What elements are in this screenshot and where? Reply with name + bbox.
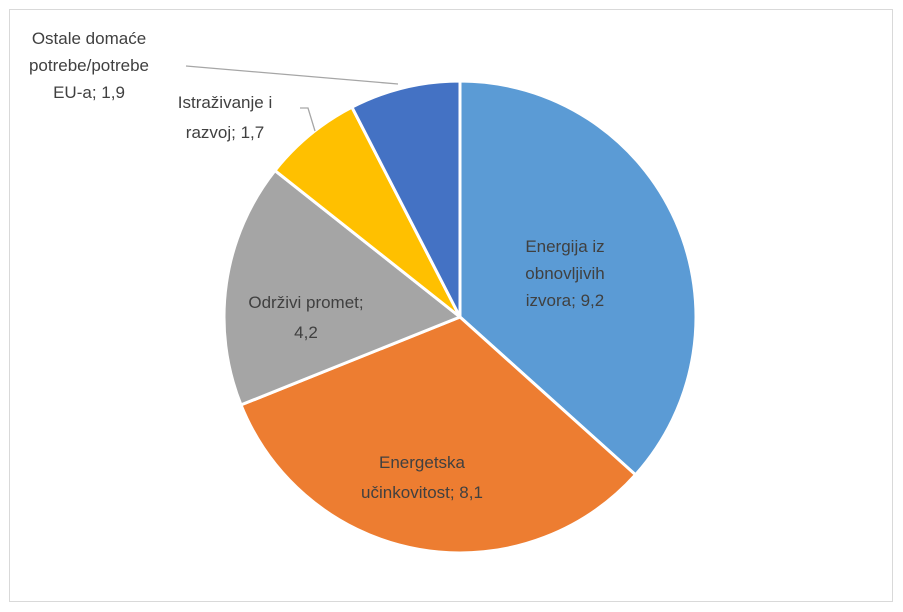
slice-label-line: Istraživanje i [178, 93, 272, 112]
slice-label-line: učinkovitost; 8,1 [361, 483, 483, 502]
slice-label-line: Energetska [379, 453, 466, 472]
pie-slice-2 [239, 315, 638, 555]
pie-slice-3 [222, 169, 462, 407]
leader-line-5 [185, 65, 399, 85]
slice-label-line: razvoj; 1,7 [186, 123, 264, 142]
pie-slice-1 [458, 79, 698, 477]
pie-slices [222, 79, 698, 555]
slice-label-line: EU-a; 1,9 [53, 83, 125, 102]
slice-label-3: Održivi promet; 4,2 [248, 293, 363, 342]
pie-slice-5 [350, 79, 462, 319]
slice-label-1: Energija iz obnovljivih izvora; 9,2 [525, 237, 604, 310]
slice-label-line: Ostale domaće [32, 29, 146, 48]
slice-label-4: Istraživanje i razvoj; 1,7 [178, 93, 272, 142]
slice-label-line: obnovljivih [525, 264, 604, 283]
slice-labels: Energija iz obnovljivih izvora; 9,2 Energet… [29, 29, 605, 502]
leader-lines [185, 65, 399, 132]
slice-label-line: Održivi promet; [248, 293, 363, 312]
slice-label-line: Energija iz [525, 237, 604, 256]
slice-label-line: potrebe/potrebe [29, 56, 149, 75]
leader-line-4 [300, 107, 316, 132]
slice-label-2: Energetska učinkovitost; 8,1 [361, 453, 483, 502]
slice-label-line: izvora; 9,2 [526, 291, 604, 310]
slice-label-5: Ostale domaće potrebe/potrebe EU-a; 1,9 [29, 29, 149, 102]
slice-label-line: 4,2 [294, 323, 318, 342]
